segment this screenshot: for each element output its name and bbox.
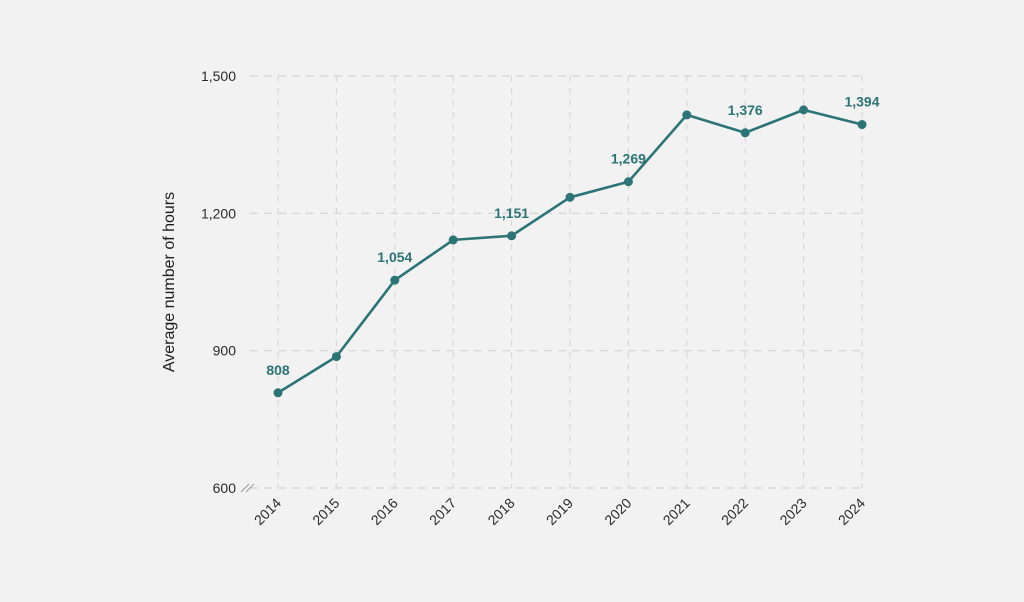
y-tick-label: 1,200 — [201, 205, 236, 221]
x-tick-label: 2021 — [660, 495, 693, 528]
data-point — [331, 352, 341, 362]
x-tick-label: 2023 — [776, 495, 809, 528]
grid-layer — [250, 75, 863, 489]
data-point — [390, 275, 400, 285]
data-point — [448, 235, 458, 245]
x-tick-label: 2020 — [601, 495, 634, 528]
axis-break-mark — [245, 483, 255, 493]
data-point — [799, 105, 809, 115]
data-point — [565, 192, 575, 202]
y-tick-label: 900 — [213, 343, 237, 359]
data-point — [623, 177, 633, 187]
data-point — [857, 120, 867, 130]
x-tick-label: 2014 — [251, 495, 284, 528]
axis-layer: 600 900 1,200 1,500 2014 2015 2016 2017 2018 2019… — [201, 68, 868, 528]
x-tick-label: 2022 — [718, 495, 751, 528]
data-point — [740, 128, 750, 138]
y-axis-title: Average number of hours — [161, 192, 178, 372]
y-tick-label: 600 — [213, 480, 237, 496]
data-point — [507, 231, 517, 241]
data-label: 1,269 — [611, 151, 646, 167]
data-point — [273, 388, 283, 398]
x-tick-label: 2024 — [835, 495, 868, 528]
x-tick-label: 2015 — [309, 495, 342, 528]
data-point — [682, 110, 692, 120]
data-label: 1,394 — [844, 94, 879, 110]
label-layer: 808 1,054 1,151 1,269 1,376 1,394 — [266, 94, 879, 378]
axis-break-mark — [240, 483, 250, 493]
x-tick-label: 2018 — [484, 495, 517, 528]
data-label: 1,151 — [494, 205, 529, 221]
y-tick-label: 1,500 — [201, 68, 236, 84]
data-label: 1,376 — [728, 102, 763, 118]
data-label: 1,054 — [377, 249, 412, 265]
x-tick-label: 2016 — [368, 495, 401, 528]
x-tick-label: 2017 — [426, 495, 459, 528]
data-label: 808 — [266, 362, 290, 378]
x-tick-label: 2019 — [543, 495, 576, 528]
series-layer — [273, 105, 867, 398]
